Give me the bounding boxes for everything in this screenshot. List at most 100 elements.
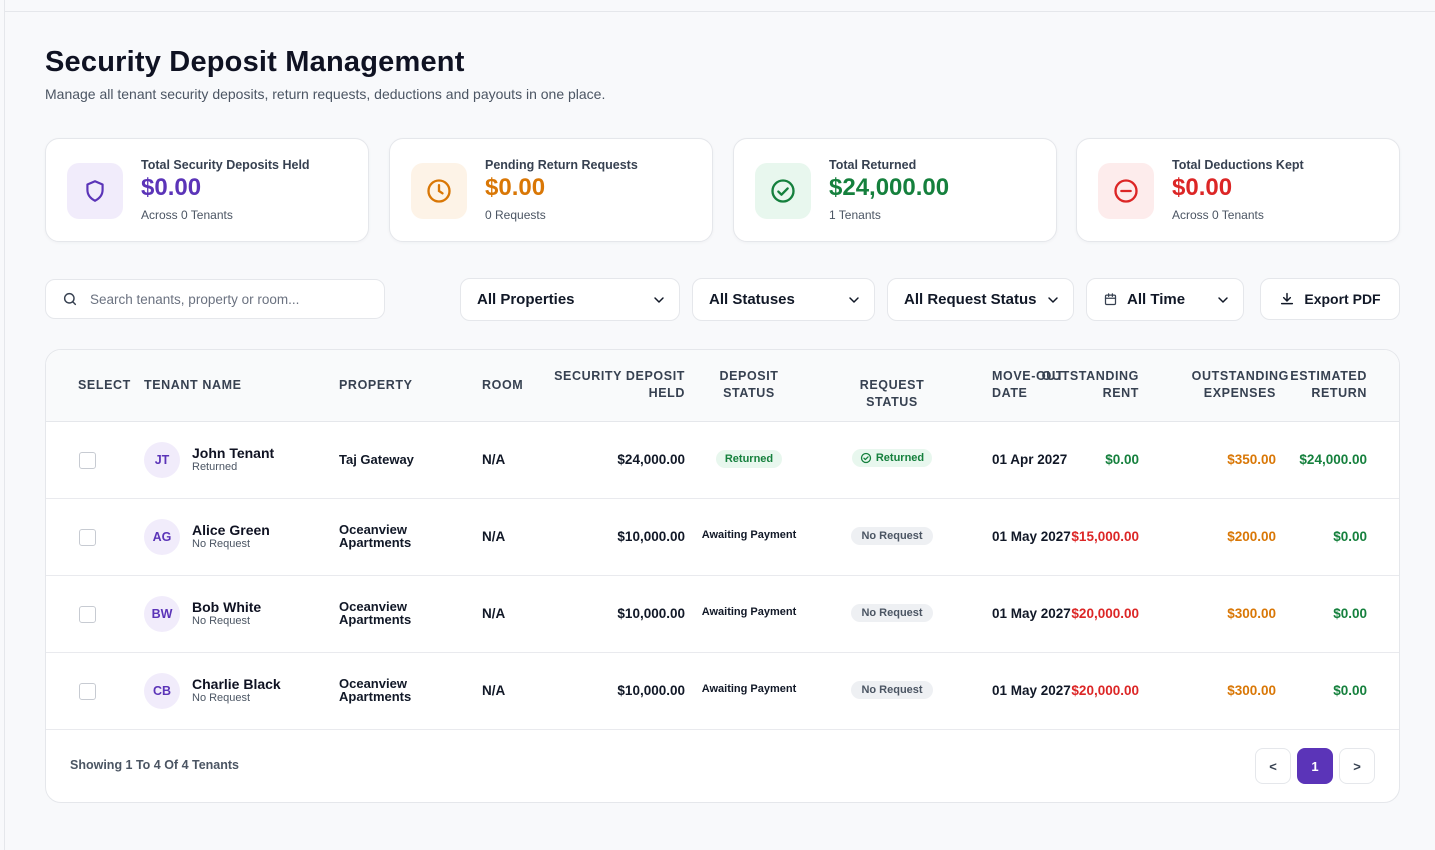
properties-dropdown[interactable]: All Properties — [460, 278, 680, 321]
header-outstanding-expenses: Outstanding Expenses — [1192, 368, 1289, 402]
check-circle-icon — [860, 452, 872, 464]
status-badge: No Request — [851, 527, 933, 545]
stat-value: $24,000.00 — [829, 174, 950, 201]
header-oexp-line2: Expenses — [1203, 386, 1276, 400]
property-line2: Apartments — [339, 535, 412, 550]
row-checkbox[interactable] — [79, 606, 96, 623]
header-dstatus-line1: Deposit — [719, 369, 779, 383]
chevron-down-icon — [654, 297, 664, 303]
avatar: JT — [144, 442, 180, 478]
property-name: Oceanview Apartments — [339, 677, 449, 703]
stat-sub: Across 0 Tenants — [1172, 208, 1264, 222]
room-value: N/A — [482, 452, 506, 467]
stat-card-deductions-kept: Total Deductions Kept $0.00 Across 0 Ten… — [1076, 138, 1400, 242]
table-row[interactable]: CB Charlie Black No Request Oceanview Ap… — [46, 653, 1399, 730]
header-moveout-line2: Date — [992, 386, 1028, 400]
row-checkbox[interactable] — [79, 529, 96, 546]
outstanding-expenses: $300.00 — [1227, 683, 1276, 698]
request-status: Returned — [836, 449, 948, 469]
estimated-return: $0.00 — [1333, 683, 1367, 698]
tenant-substatus: No Request — [192, 538, 251, 550]
table-row[interactable]: BW Bob White No Request Oceanview Apartm… — [46, 576, 1399, 653]
next-page-button[interactable]: > — [1339, 748, 1375, 784]
header-orent-line1: Outstanding — [1041, 369, 1139, 383]
avatar: BW — [144, 596, 180, 632]
header-dstatus-line2: Status — [723, 386, 775, 400]
row-checkbox[interactable] — [79, 452, 96, 469]
property-line2: Apartments — [339, 612, 412, 627]
time-dropdown-label: All Time — [1127, 291, 1186, 308]
shield-icon — [67, 163, 123, 219]
outstanding-rent: $0.00 — [1105, 452, 1139, 467]
tenant-substatus: No Request — [192, 692, 251, 704]
property-line1: Oceanview — [339, 522, 407, 537]
page-subtitle: Manage all tenant security deposits, ret… — [45, 86, 606, 102]
search-input[interactable] — [90, 291, 370, 307]
export-pdf-button[interactable]: Export PDF — [1260, 278, 1400, 320]
outstanding-expenses: $300.00 — [1227, 606, 1276, 621]
stat-label: Total Security Deposits Held — [141, 158, 310, 172]
property-name: Oceanview Apartments — [339, 600, 449, 626]
tenants-table: Select Tenant Name Property Room Securit… — [45, 349, 1400, 803]
statuses-dropdown[interactable]: All Statuses — [692, 278, 875, 321]
tenant-name: Alice Green — [192, 522, 270, 538]
chevron-down-icon — [849, 297, 859, 303]
header-deposit-held: Security Deposit Held — [554, 368, 685, 402]
page-title: Security Deposit Management — [45, 46, 465, 78]
check-circle-icon — [755, 163, 811, 219]
stat-sub: 0 Requests — [485, 208, 546, 222]
header-deposit-status: Deposit Status — [701, 368, 797, 402]
request-status: No Request — [836, 526, 948, 545]
status-badge: No Request — [851, 604, 933, 622]
estimated-return: $0.00 — [1333, 606, 1367, 621]
tenant-substatus: Returned — [192, 461, 238, 473]
stat-label: Pending Return Requests — [485, 158, 638, 172]
move-out-date: 01 Apr 2027 — [992, 452, 1068, 467]
minus-circle-icon — [1098, 163, 1154, 219]
outstanding-expenses: $350.00 — [1227, 452, 1276, 467]
stat-value: $0.00 — [141, 174, 202, 201]
outstanding-expenses: $200.00 — [1227, 529, 1276, 544]
frame-divider-top — [4, 11, 1435, 12]
clock-icon — [411, 163, 467, 219]
chevron-down-icon — [1218, 297, 1228, 303]
search-box[interactable] — [45, 279, 385, 319]
header-outstanding-rent: Outstanding Rent — [1042, 368, 1139, 402]
stat-label: Total Returned — [829, 158, 917, 172]
stat-label: Total Deductions Kept — [1172, 158, 1304, 172]
stat-card-total-returned: Total Returned $24,000.00 1 Tenants — [733, 138, 1057, 242]
deposit-held: $10,000.00 — [617, 683, 685, 698]
room-value: N/A — [482, 529, 506, 544]
header-property: Property — [339, 378, 413, 392]
tenant-substatus: No Request — [192, 615, 251, 627]
deposit-status: Awaiting Payment — [701, 683, 797, 695]
tenant-name: Charlie Black — [192, 676, 281, 692]
request-status-dropdown-label: All Request Status — [904, 291, 1037, 308]
deposit-status: Returned — [701, 450, 797, 468]
table-row[interactable]: JT John Tenant Returned Taj Gateway N/A … — [46, 422, 1399, 499]
property-name: Taj Gateway — [339, 453, 449, 466]
request-status-dropdown[interactable]: All Request Status — [887, 278, 1074, 321]
time-dropdown[interactable]: All Time — [1086, 278, 1244, 321]
estimated-return: $24,000.00 — [1299, 452, 1367, 467]
table-row[interactable]: AG Alice Green No Request Oceanview Apar… — [46, 499, 1399, 576]
move-out-date: 01 May 2027 — [992, 683, 1071, 698]
status-badge: Returned — [715, 450, 783, 468]
stat-sub: 1 Tenants — [829, 208, 881, 222]
header-orent-line2: Rent — [1102, 386, 1139, 400]
prev-page-button[interactable]: < — [1255, 748, 1291, 784]
estimated-return: $0.00 — [1333, 529, 1367, 544]
calendar-icon — [1104, 293, 1117, 306]
property-line1: Oceanview — [339, 599, 407, 614]
row-checkbox[interactable] — [79, 683, 96, 700]
page-1-button[interactable]: 1 — [1297, 748, 1333, 784]
tenant-name: Bob White — [192, 599, 262, 615]
outstanding-rent: $20,000.00 — [1071, 683, 1139, 698]
table-header: Select Tenant Name Property Room Securit… — [46, 350, 1399, 422]
chevron-down-icon — [1048, 297, 1058, 303]
header-tenant-name: Tenant Name — [144, 378, 242, 392]
deposit-status: Awaiting Payment — [701, 529, 797, 541]
header-request-status: Request Status — [859, 378, 925, 409]
move-out-date: 01 May 2027 — [992, 606, 1071, 621]
avatar: CB — [144, 673, 180, 709]
